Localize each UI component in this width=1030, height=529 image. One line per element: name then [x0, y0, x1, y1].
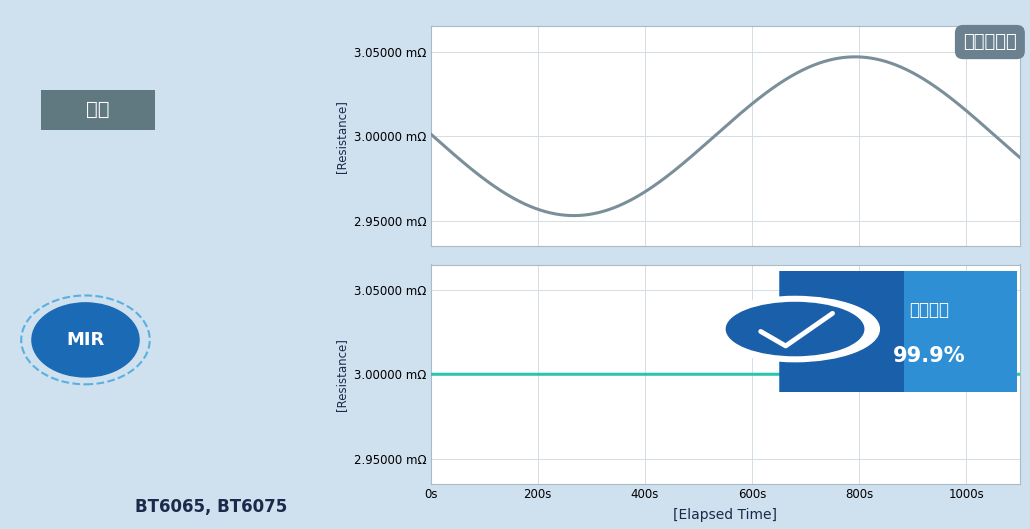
- Y-axis label: [Resistance]: [Resistance]: [335, 100, 348, 172]
- Text: MIR: MIR: [66, 331, 105, 349]
- Text: 干扰影响大: 干扰影响大: [963, 33, 1017, 51]
- Circle shape: [32, 303, 139, 377]
- FancyBboxPatch shape: [30, 86, 166, 133]
- Text: BT6065, BT6075: BT6065, BT6075: [135, 498, 287, 516]
- X-axis label: [Elapsed Time]: [Elapsed Time]: [674, 508, 777, 522]
- Y-axis label: [Resistance]: [Resistance]: [335, 338, 348, 411]
- Text: 通常: 通常: [87, 101, 109, 119]
